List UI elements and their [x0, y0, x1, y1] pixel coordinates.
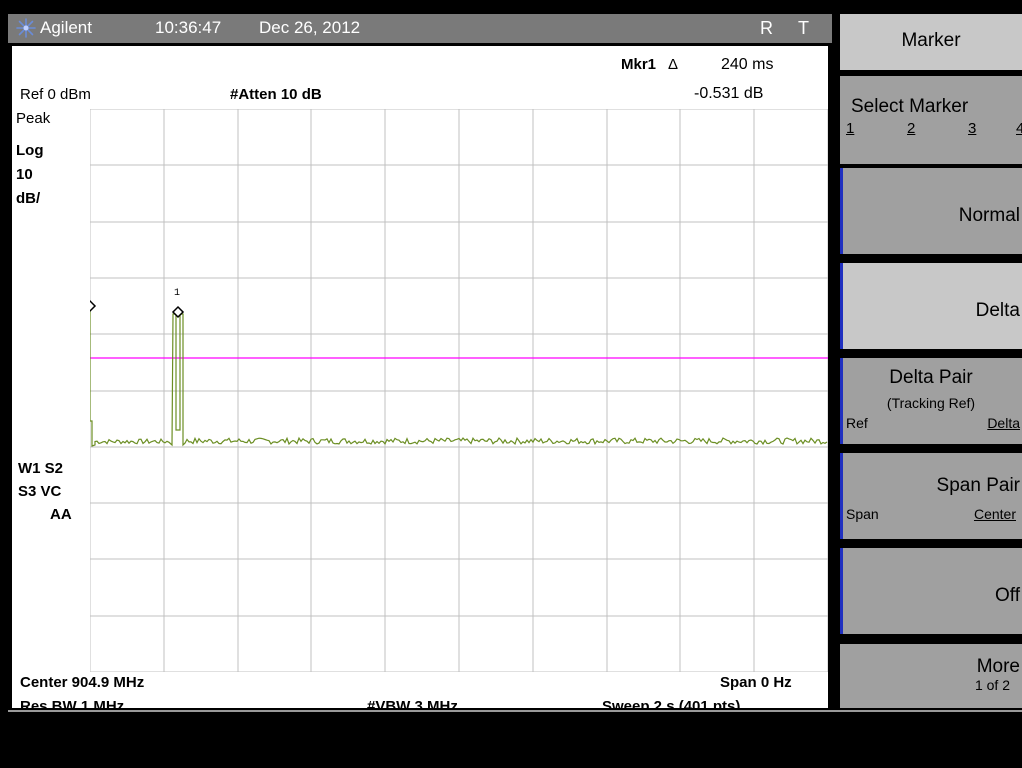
detector-label: Peak — [16, 110, 50, 127]
select-marker-key[interactable]: Select Marker 1 2 3 4 — [840, 76, 1022, 164]
clock-date: Dec 26, 2012 — [259, 18, 360, 38]
ref-marker-diamond — [90, 301, 95, 311]
marker-1: 1 — [173, 288, 183, 317]
remote-indicator: R — [760, 18, 773, 39]
menu-title: Marker — [840, 14, 1022, 70]
trace-panel: Mkr1 Δ 240 ms Ref 0 dBm #Atten 10 dB -0.… — [12, 46, 828, 708]
marker-option-3[interactable]: 3 — [968, 120, 976, 137]
more-label: More — [977, 656, 1020, 678]
more-page-indicator: 1 of 2 — [975, 677, 1010, 693]
scale-unit: dB/ — [16, 190, 40, 207]
ref-marker: 1R — [90, 283, 95, 311]
softkey-menu: Marker Select Marker 1 2 3 4 Normal Delt… — [834, 14, 1022, 708]
delta-pair-label: Delta Pair — [840, 367, 1022, 389]
span-pair-key[interactable]: Span Pair Span Center — [840, 453, 1022, 539]
trace-info-3: AA — [50, 506, 72, 523]
attenuation: #Atten 10 dB — [230, 86, 322, 103]
marker-level-readout: -0.531 dB — [694, 85, 763, 103]
span-pair-label: Span Pair — [937, 475, 1020, 497]
span-value: Span 0 Hz — [720, 674, 792, 691]
normal-key[interactable]: Normal — [840, 168, 1022, 254]
marker-time-readout: 240 ms — [721, 56, 773, 74]
trigger-indicator: T — [798, 18, 809, 39]
delta-pair-sub: (Tracking Ref) — [840, 395, 1022, 411]
marker-label: Mkr1 — [621, 56, 656, 73]
delta-key[interactable]: Delta — [840, 263, 1022, 349]
key-edge — [840, 263, 843, 349]
key-edge — [840, 168, 843, 254]
marker-option-1[interactable]: 1 — [846, 120, 854, 137]
scale-type: Log — [16, 142, 44, 159]
delta-label: Delta — [976, 300, 1020, 322]
delta-symbol: Δ — [668, 56, 678, 73]
more-key[interactable]: More 1 of 2 — [840, 644, 1022, 708]
status-bar: Agilent 10:36:47 Dec 26, 2012 R T — [8, 14, 832, 43]
ref-level: Ref 0 dBm — [20, 86, 91, 103]
grid-lines — [90, 109, 828, 672]
trace-info-2: S3 VC — [18, 483, 61, 500]
scale-value: 10 — [16, 166, 33, 183]
key-edge — [840, 548, 843, 634]
marker-option-2[interactable]: 2 — [907, 120, 915, 137]
span-pair-center-option: Center — [974, 506, 1016, 522]
span-pair-span-option: Span — [846, 506, 879, 522]
menu-title-label: Marker — [840, 30, 1022, 52]
center-frequency: Center 904.9 MHz — [20, 674, 144, 691]
trace-info-1: W1 S2 — [18, 460, 63, 477]
delta-pair-ref-option: Ref — [846, 415, 868, 431]
normal-label: Normal — [959, 205, 1020, 227]
delta-pair-delta-option: Delta — [987, 415, 1020, 431]
select-marker-label: Select Marker — [851, 96, 968, 118]
marker-1-diamond — [173, 307, 183, 317]
off-label: Off — [995, 585, 1020, 607]
key-edge — [840, 453, 843, 539]
agilent-spark-icon — [15, 17, 37, 39]
clock-time: 10:36:47 — [155, 18, 221, 38]
off-key[interactable]: Off — [840, 548, 1022, 634]
graticule: 1R 1 — [90, 109, 828, 672]
marker-1-label: 1 — [174, 288, 180, 299]
marker-option-4[interactable]: 4 — [1016, 120, 1022, 137]
brand-name: Agilent — [40, 18, 92, 38]
message-bar — [8, 710, 1022, 768]
delta-pair-key[interactable]: Delta Pair (Tracking Ref) Ref Delta — [840, 358, 1022, 444]
